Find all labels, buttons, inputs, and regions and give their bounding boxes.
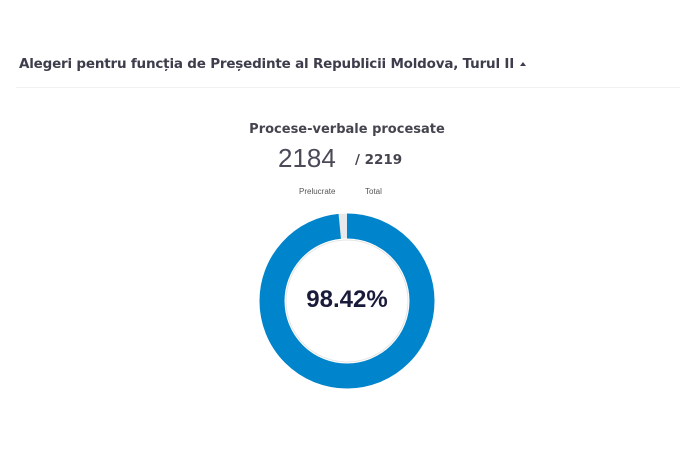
- divider: [16, 87, 680, 88]
- caret-up-icon[interactable]: [520, 62, 527, 66]
- percent-text: 98.42%: [306, 286, 388, 313]
- processed-label: Prelucrate: [299, 187, 336, 196]
- election-title[interactable]: Alegeri pentru funcția de Președinte al …: [19, 56, 527, 72]
- section-title: Procese-verbale procesate: [249, 122, 445, 137]
- total-count: / 2219: [355, 152, 403, 168]
- donut-inner-circle: [285, 239, 409, 363]
- donut-progress: [259, 213, 435, 389]
- total-label: Total: [365, 187, 382, 196]
- processed-count: 2184: [278, 143, 336, 173]
- election-title-text: Alegeri pentru funcția de Președinte al …: [19, 56, 515, 72]
